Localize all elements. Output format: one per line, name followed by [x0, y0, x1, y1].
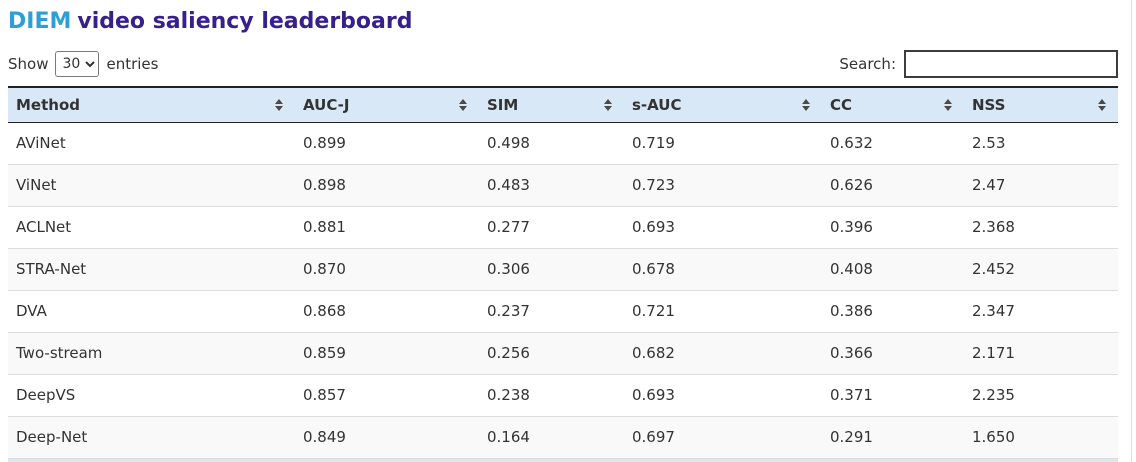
table-controls: Show 30 entries Search:: [8, 48, 1118, 80]
cell-value: 0.306: [479, 247, 624, 290]
sort-icon: [802, 98, 810, 111]
search-input[interactable]: [904, 50, 1118, 78]
cell-value: 0.498: [479, 122, 624, 164]
cell-method: Two-stream: [8, 331, 295, 374]
search-control: Search:: [839, 50, 1118, 78]
cell-value: 0.483: [479, 163, 624, 206]
column-header-method[interactable]: Method: [8, 86, 295, 123]
cell-value: 0.396: [822, 205, 964, 248]
cell-method: STRA-Net: [8, 247, 295, 290]
cell-value: 0.849: [295, 415, 479, 459]
cell-value: 0.857: [295, 373, 479, 416]
page-length-select[interactable]: 30: [55, 51, 100, 77]
sort-icon: [1098, 98, 1106, 111]
cell-value: 2.452: [964, 247, 1118, 290]
table-footer-strip: [8, 458, 1118, 462]
show-label: Show: [8, 55, 49, 73]
entries-label: entries: [106, 55, 159, 73]
cell-value: 0.626: [822, 163, 964, 206]
table-row: STRA-Net 0.870 0.306 0.678 0.408 2.452: [8, 247, 1118, 290]
cell-value: 0.277: [479, 205, 624, 248]
sort-icon: [275, 98, 283, 111]
cell-value: 0.881: [295, 205, 479, 248]
cell-value: 2.368: [964, 205, 1118, 248]
cell-value: 0.371: [822, 373, 964, 416]
cell-value: 2.235: [964, 373, 1118, 416]
cell-value: 0.291: [822, 415, 964, 459]
table-row: Two-stream 0.859 0.256 0.682 0.366 2.171: [8, 331, 1118, 374]
cell-method: DeepVS: [8, 373, 295, 416]
cell-method: ViNet: [8, 163, 295, 206]
cell-value: 0.678: [624, 247, 822, 290]
cell-value: 0.682: [624, 331, 822, 374]
sort-icon: [459, 98, 467, 111]
cell-value: 0.164: [479, 415, 624, 459]
cell-value: 0.719: [624, 122, 822, 164]
cell-value: 2.53: [964, 122, 1118, 164]
cell-method: ACLNet: [8, 205, 295, 248]
column-label: AUC-J: [303, 95, 350, 114]
table-row: ViNet 0.898 0.483 0.723 0.626 2.47: [8, 163, 1118, 206]
sort-icon: [604, 98, 612, 111]
cell-value: 2.47: [964, 163, 1118, 206]
table-row: DVA 0.868 0.237 0.721 0.386 2.347: [8, 289, 1118, 332]
cell-method: AViNet: [8, 122, 295, 164]
cell-value: 0.899: [295, 122, 479, 164]
cell-method: DVA: [8, 289, 295, 332]
column-label: s-AUC: [632, 95, 682, 114]
cell-value: 0.238: [479, 373, 624, 416]
sort-icon: [944, 98, 952, 111]
cell-value: 0.859: [295, 331, 479, 374]
viewport-edge-divider: [1131, 0, 1132, 462]
search-label: Search:: [839, 55, 896, 73]
cell-value: 0.697: [624, 415, 822, 459]
column-header-s-auc[interactable]: s-AUC: [624, 86, 822, 123]
cell-value: 2.171: [964, 331, 1118, 374]
cell-value: 0.632: [822, 122, 964, 164]
column-header-nss[interactable]: NSS: [964, 86, 1118, 123]
column-label: NSS: [972, 95, 1006, 114]
cell-method: Deep-Net: [8, 415, 295, 459]
cell-value: 0.693: [624, 373, 822, 416]
table-row: AViNet 0.899 0.498 0.719 0.632 2.53: [8, 122, 1118, 164]
column-header-cc[interactable]: CC: [822, 86, 964, 123]
cell-value: 0.408: [822, 247, 964, 290]
cell-value: 0.723: [624, 163, 822, 206]
cell-value: 0.693: [624, 205, 822, 248]
page-title-highlight: DIEM: [8, 9, 72, 34]
header-row: Method AUC-J SIM s-AUC CC NSS: [8, 86, 1118, 123]
column-label: CC: [830, 95, 853, 114]
column-header-sim[interactable]: SIM: [479, 86, 624, 123]
table-row: DeepVS 0.857 0.238 0.693 0.371 2.235: [8, 373, 1118, 416]
cell-value: 0.868: [295, 289, 479, 332]
column-label: Method: [16, 95, 80, 114]
cell-value: 0.366: [822, 331, 964, 374]
cell-value: 0.256: [479, 331, 624, 374]
cell-value: 0.386: [822, 289, 964, 332]
cell-value: 0.237: [479, 289, 624, 332]
table-row: Deep-Net 0.849 0.164 0.697 0.291 1.650: [8, 415, 1118, 459]
leaderboard-table: Method AUC-J SIM s-AUC CC NSS AViNet 0.899 0.49…: [8, 86, 1118, 459]
cell-value: 0.898: [295, 163, 479, 206]
cell-value: 0.721: [624, 289, 822, 332]
column-label: SIM: [487, 95, 519, 114]
page-title-rest: video saliency leaderboard: [77, 9, 413, 34]
column-header-auc-j[interactable]: AUC-J: [295, 86, 479, 123]
cell-value: 2.347: [964, 289, 1118, 332]
table-row: ACLNet 0.881 0.277 0.693 0.396 2.368: [8, 205, 1118, 248]
page-length-control: Show 30 entries: [8, 51, 158, 77]
cell-value: 1.650: [964, 415, 1118, 459]
cell-value: 0.870: [295, 247, 479, 290]
page-title: DIEM video saliency leaderboard: [8, 8, 1118, 36]
